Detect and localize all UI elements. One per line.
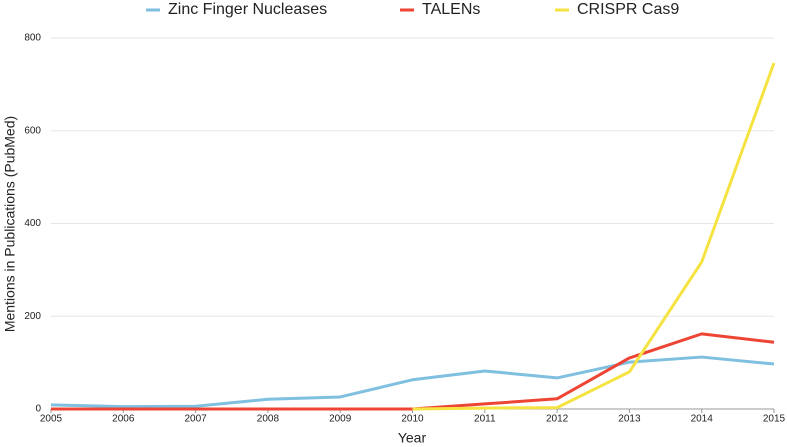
x-tick-label: 2014	[691, 414, 714, 425]
y-tick-label: 0	[35, 404, 41, 415]
series-line	[50, 355, 775, 409]
legend-label: TALENs	[422, 1, 480, 18]
y-tick-label: 600	[24, 125, 41, 136]
x-tick-label: 2011	[474, 414, 496, 425]
x-tick-label: 2010	[401, 414, 424, 425]
x-tick-label: 2009	[329, 414, 352, 425]
x-tick-label: 2015	[763, 414, 786, 425]
x-tick-label: 2005	[40, 414, 63, 425]
x-tick-label: 2012	[546, 414, 569, 425]
y-tick-label: 200	[24, 311, 41, 322]
legend-label: CRISPR Cas9	[577, 1, 679, 18]
x-tick-label: 2006	[112, 414, 135, 425]
y-tick-label: 400	[24, 218, 41, 229]
x-tick-label: 2013	[618, 414, 641, 425]
y-axis-label: Mentions in Publications (PubMed)	[2, 116, 18, 332]
series-line	[51, 332, 775, 411]
legend-label: Zinc Finger Nucleases	[168, 1, 327, 18]
x-tick-label: 2008	[257, 414, 280, 425]
x-tick-label: 2007	[184, 414, 207, 425]
y-tick-label: 800	[24, 33, 41, 44]
series-line	[412, 62, 776, 411]
x-axis-label: Year	[398, 430, 427, 446]
